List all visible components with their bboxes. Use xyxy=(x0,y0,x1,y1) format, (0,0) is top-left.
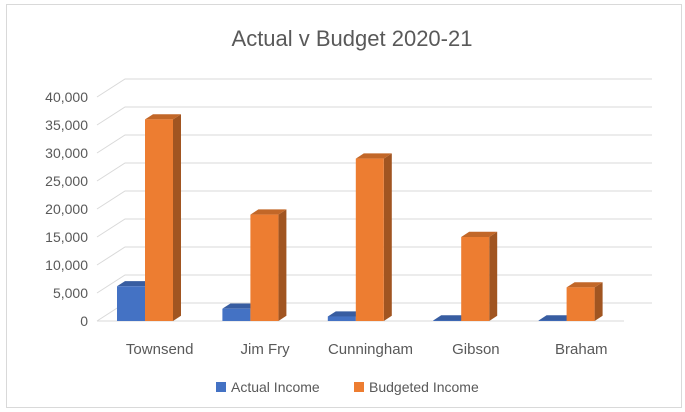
y-tick-label: 40,000 xyxy=(45,89,88,105)
y-tick-label: 25,000 xyxy=(45,173,88,189)
x-tick-label: Braham xyxy=(555,341,608,358)
gridline xyxy=(96,78,652,98)
y-axis-tick-labels: 0 5,000 10,000 15,000 20,000 25,000 30,000 35,0… xyxy=(45,89,88,329)
chart-title: Actual v Budget 2020-21 xyxy=(232,26,473,51)
bar-budgeted xyxy=(145,114,181,322)
gridline xyxy=(96,218,652,238)
legend-label: Budgeted Income xyxy=(369,379,479,395)
y-tick-label: 10,000 xyxy=(45,257,88,273)
y-tick-label: 15,000 xyxy=(45,229,88,245)
x-tick-label: Cunningham xyxy=(328,341,413,358)
legend-item: Budgeted Income xyxy=(354,379,479,395)
chart-frame xyxy=(6,4,682,408)
bars xyxy=(117,114,603,322)
y-tick-label: 30,000 xyxy=(45,145,88,161)
y-tick-label: 20,000 xyxy=(45,201,88,217)
y-tick-label: 35,000 xyxy=(45,117,88,133)
bar-budgeted xyxy=(355,153,392,321)
bar-budgeted xyxy=(250,209,287,321)
y-tick-label: 5,000 xyxy=(53,285,88,301)
x-tick-label: Gibson xyxy=(452,341,500,358)
gridline xyxy=(96,162,652,182)
x-tick-label: Townsend xyxy=(126,341,194,358)
x-axis-tick-labels: Townsend Jim Fry Cunningham Gibson Braham xyxy=(126,341,608,358)
legend-item: Actual Income xyxy=(216,379,320,395)
legend-label: Actual Income xyxy=(231,379,320,395)
bar-budgeted xyxy=(461,231,498,321)
legend-swatch xyxy=(216,382,226,392)
x-tick-label: Jim Fry xyxy=(241,341,291,358)
legend: Actual Income Budgeted Income xyxy=(216,379,479,395)
gridline xyxy=(96,190,652,210)
legend-swatch xyxy=(354,382,364,392)
gridline xyxy=(96,106,652,126)
y-tick-label: 0 xyxy=(80,313,88,329)
gridline xyxy=(96,134,652,154)
bar-budgeted xyxy=(566,282,603,321)
